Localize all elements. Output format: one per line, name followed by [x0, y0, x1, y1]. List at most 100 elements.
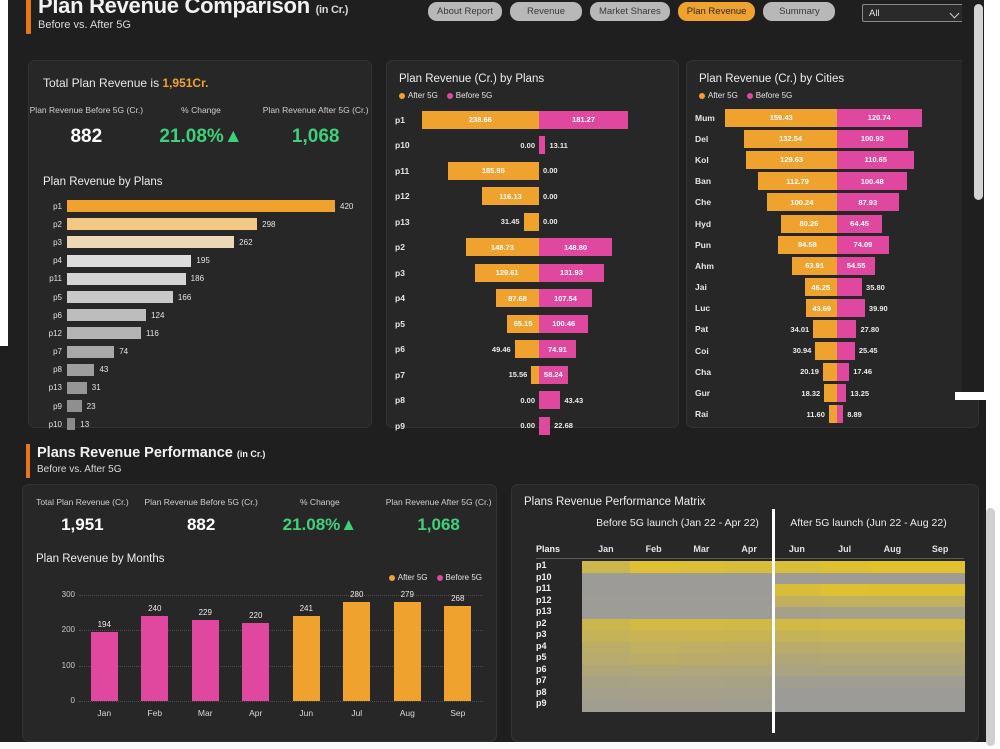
- matrix-row-label[interactable]: p8: [536, 686, 547, 697]
- matrix-cell[interactable]: [582, 561, 631, 574]
- matrix-cell[interactable]: [725, 572, 774, 585]
- matrix-cell[interactable]: [868, 664, 917, 677]
- matrix-row-label[interactable]: p3: [536, 629, 547, 640]
- matrix-cell[interactable]: [916, 653, 965, 666]
- matrix-cell[interactable]: [725, 607, 774, 620]
- matrix-cell[interactable]: [916, 618, 965, 631]
- matrix-row-label[interactable]: p9: [536, 698, 547, 709]
- matrix-cell[interactable]: [820, 664, 870, 677]
- matrix-row-label[interactable]: p12: [536, 594, 552, 605]
- bar-row[interactable]: p5 166: [41, 288, 363, 306]
- tornado-row[interactable]: p12 116.13 0.00: [395, 184, 672, 210]
- bar-row[interactable]: p4 195: [41, 252, 363, 270]
- matrix-cell[interactable]: [582, 653, 631, 666]
- tornado-row[interactable]: p10 0.00 13.11: [395, 133, 672, 159]
- matrix-row-label[interactable]: p1: [536, 560, 547, 570]
- matrix-cell[interactable]: [868, 687, 917, 701]
- matrix-cell[interactable]: [773, 561, 822, 574]
- bar-row[interactable]: p13 31: [41, 379, 363, 397]
- matrix-cell[interactable]: [629, 641, 679, 654]
- matrix-cell[interactable]: [629, 572, 679, 585]
- matrix-cell[interactable]: [629, 618, 679, 631]
- nav-pill-summary[interactable]: Summary: [763, 2, 836, 21]
- tornado-row[interactable]: p3 129.61 131.93: [395, 260, 672, 286]
- column-bar[interactable]: [191, 620, 219, 701]
- matrix-cell[interactable]: [820, 653, 870, 666]
- matrix-row-label[interactable]: p5: [536, 652, 547, 663]
- tornado-row[interactable]: Che 100.24 87.93: [695, 192, 972, 213]
- matrix-cell[interactable]: [773, 641, 822, 654]
- tornado-row[interactable]: Luc 43.69 39.90: [695, 298, 972, 319]
- matrix-cell[interactable]: [677, 584, 726, 597]
- legend-item-after[interactable]: After 5G: [699, 91, 738, 100]
- matrix-cell[interactable]: [629, 699, 679, 712]
- matrix-cell[interactable]: [629, 676, 679, 689]
- column-bar[interactable]: [343, 602, 371, 701]
- matrix-cell[interactable]: [677, 572, 726, 585]
- matrix-cell[interactable]: [629, 630, 679, 643]
- matrix-cell[interactable]: [582, 595, 631, 608]
- matrix-cell[interactable]: [868, 699, 917, 712]
- matrix-cell[interactable]: [677, 653, 726, 666]
- matrix-cell[interactable]: [677, 676, 726, 689]
- tornado-row[interactable]: p11 185.95 0.00: [395, 158, 672, 184]
- nav-pill-market-shares[interactable]: Market Shares: [589, 2, 670, 21]
- matrix-row-label[interactable]: p6: [536, 663, 547, 674]
- matrix-cell[interactable]: [582, 641, 631, 654]
- matrix-cell[interactable]: [725, 699, 774, 712]
- matrix-cell[interactable]: [582, 664, 631, 677]
- matrix-cell[interactable]: [820, 572, 870, 585]
- bar-row[interactable]: p2 298: [41, 215, 363, 233]
- tornado-row[interactable]: Mum 159.43 120.74: [695, 107, 972, 128]
- matrix-cell[interactable]: [773, 653, 822, 666]
- matrix-cell[interactable]: [725, 687, 774, 701]
- matrix-cell[interactable]: [820, 561, 870, 574]
- matrix-cell[interactable]: [868, 676, 917, 689]
- matrix-cell[interactable]: [629, 687, 679, 701]
- tornado-row[interactable]: p7 15.56 58.24: [395, 362, 672, 388]
- nav-pill-about-report[interactable]: About Report: [428, 2, 502, 21]
- matrix-cell[interactable]: [868, 618, 917, 631]
- matrix-row-label[interactable]: p7: [536, 675, 547, 686]
- matrix-cell[interactable]: [820, 676, 870, 689]
- bar-row[interactable]: p9 23: [41, 397, 363, 415]
- matrix-cell[interactable]: [773, 572, 822, 585]
- matrix-cell[interactable]: [677, 641, 726, 654]
- matrix-cell[interactable]: [916, 561, 965, 574]
- matrix-cell[interactable]: [868, 641, 917, 654]
- bar-row[interactable]: p12 116: [41, 324, 363, 342]
- matrix-cell[interactable]: [629, 595, 679, 608]
- matrix-cell[interactable]: [725, 618, 774, 631]
- matrix-cell[interactable]: [773, 595, 822, 608]
- matrix-cell[interactable]: [677, 664, 726, 677]
- matrix-cell[interactable]: [773, 699, 822, 712]
- matrix-cell[interactable]: [725, 595, 774, 608]
- matrix-cell[interactable]: [582, 618, 631, 631]
- matrix-cell[interactable]: [916, 584, 965, 597]
- matrix-cell[interactable]: [677, 618, 726, 631]
- matrix-cell[interactable]: [725, 630, 774, 643]
- bar-row[interactable]: p8 43: [41, 361, 363, 379]
- matrix-cell[interactable]: [677, 687, 726, 701]
- tornado-row[interactable]: Kol 129.63 110.65: [695, 149, 972, 170]
- tornado-row[interactable]: Coi 30.94 25.45: [695, 340, 972, 361]
- column-bar[interactable]: [90, 632, 118, 701]
- matrix-row-label[interactable]: p2: [536, 617, 547, 628]
- matrix-row-label[interactable]: p13: [536, 606, 552, 617]
- matrix-row-label[interactable]: p4: [536, 640, 547, 651]
- tornado-row[interactable]: p8 0.00 43.43: [395, 388, 672, 414]
- matrix-cell[interactable]: [868, 572, 917, 585]
- matrix-cell[interactable]: [629, 664, 679, 677]
- tornado-row[interactable]: p5 65.15 100.46: [395, 311, 672, 337]
- matrix-cell[interactable]: [629, 561, 679, 574]
- matrix-cell[interactable]: [820, 687, 870, 701]
- vertical-scrollbar-top[interactable]: [974, 4, 983, 200]
- matrix-cell[interactable]: [773, 607, 822, 620]
- matrix-cell[interactable]: [629, 584, 679, 597]
- matrix-cell[interactable]: [868, 653, 917, 666]
- matrix-cell[interactable]: [820, 584, 870, 597]
- column-bar[interactable]: [141, 616, 169, 701]
- bar-row[interactable]: p6 124: [41, 306, 363, 324]
- matrix-cell[interactable]: [868, 595, 917, 608]
- matrix-cell[interactable]: [582, 699, 631, 712]
